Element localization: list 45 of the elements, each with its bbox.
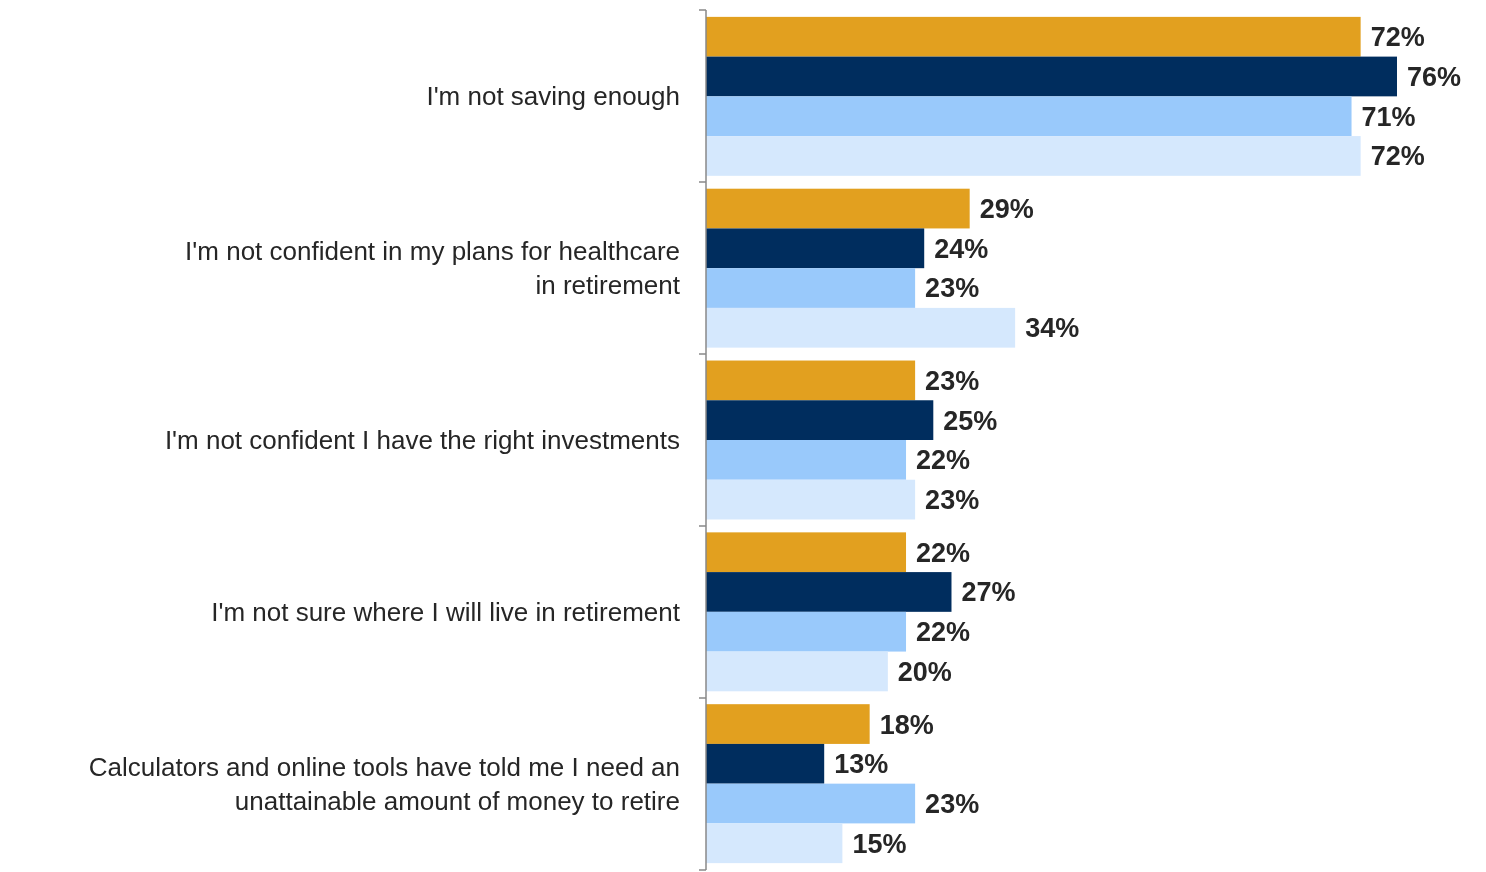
data-label: 23%	[925, 365, 980, 396]
data-label: 13%	[834, 749, 889, 780]
y-tick-label: I'm not confident in my plans for healthcare in retirement	[185, 236, 681, 301]
bar	[706, 16, 1361, 57]
bar	[706, 188, 970, 229]
y-tick-label: Calculators and online tools have told me I need an unattainable amount of money to retire	[88, 751, 680, 816]
bar	[706, 572, 952, 612]
bar	[706, 743, 825, 784]
data-label: 23%	[925, 788, 980, 819]
bar	[706, 228, 925, 269]
data-label: 76%	[1407, 61, 1462, 92]
bar	[706, 823, 843, 864]
data-label: 25%	[943, 405, 998, 436]
bar	[706, 440, 907, 480]
y-tick-label: I'm not sure where I will live in retirement	[211, 596, 681, 627]
data-label: 71%	[1361, 101, 1416, 132]
bar	[706, 651, 888, 692]
y-tick-label: I'm not confident I have the right investments	[164, 425, 680, 456]
data-label: 34%	[1025, 313, 1080, 344]
data-label: 22%	[916, 445, 971, 476]
bar	[706, 704, 870, 744]
data-label: 72%	[1370, 22, 1425, 53]
data-label: 18%	[879, 709, 934, 740]
y-tick-label: I'm not saving enough	[426, 81, 680, 112]
bar	[706, 479, 916, 520]
bar	[706, 136, 1361, 176]
bar	[706, 56, 1397, 97]
data-label: 72%	[1370, 141, 1425, 172]
bar	[706, 96, 1352, 137]
bar	[706, 532, 907, 573]
bar	[706, 783, 916, 824]
data-label: 23%	[925, 273, 980, 304]
bar	[706, 611, 907, 652]
bar	[706, 400, 934, 440]
data-label: 22%	[916, 537, 971, 568]
data-label: 15%	[852, 828, 907, 859]
data-label: 27%	[961, 577, 1016, 608]
bar	[706, 360, 916, 401]
bar	[706, 307, 1016, 348]
data-label: 29%	[979, 194, 1034, 225]
bar	[706, 268, 916, 308]
data-label: 20%	[897, 656, 952, 687]
data-label: 23%	[925, 485, 980, 516]
data-label: 24%	[934, 233, 989, 264]
data-label: 22%	[916, 617, 971, 648]
